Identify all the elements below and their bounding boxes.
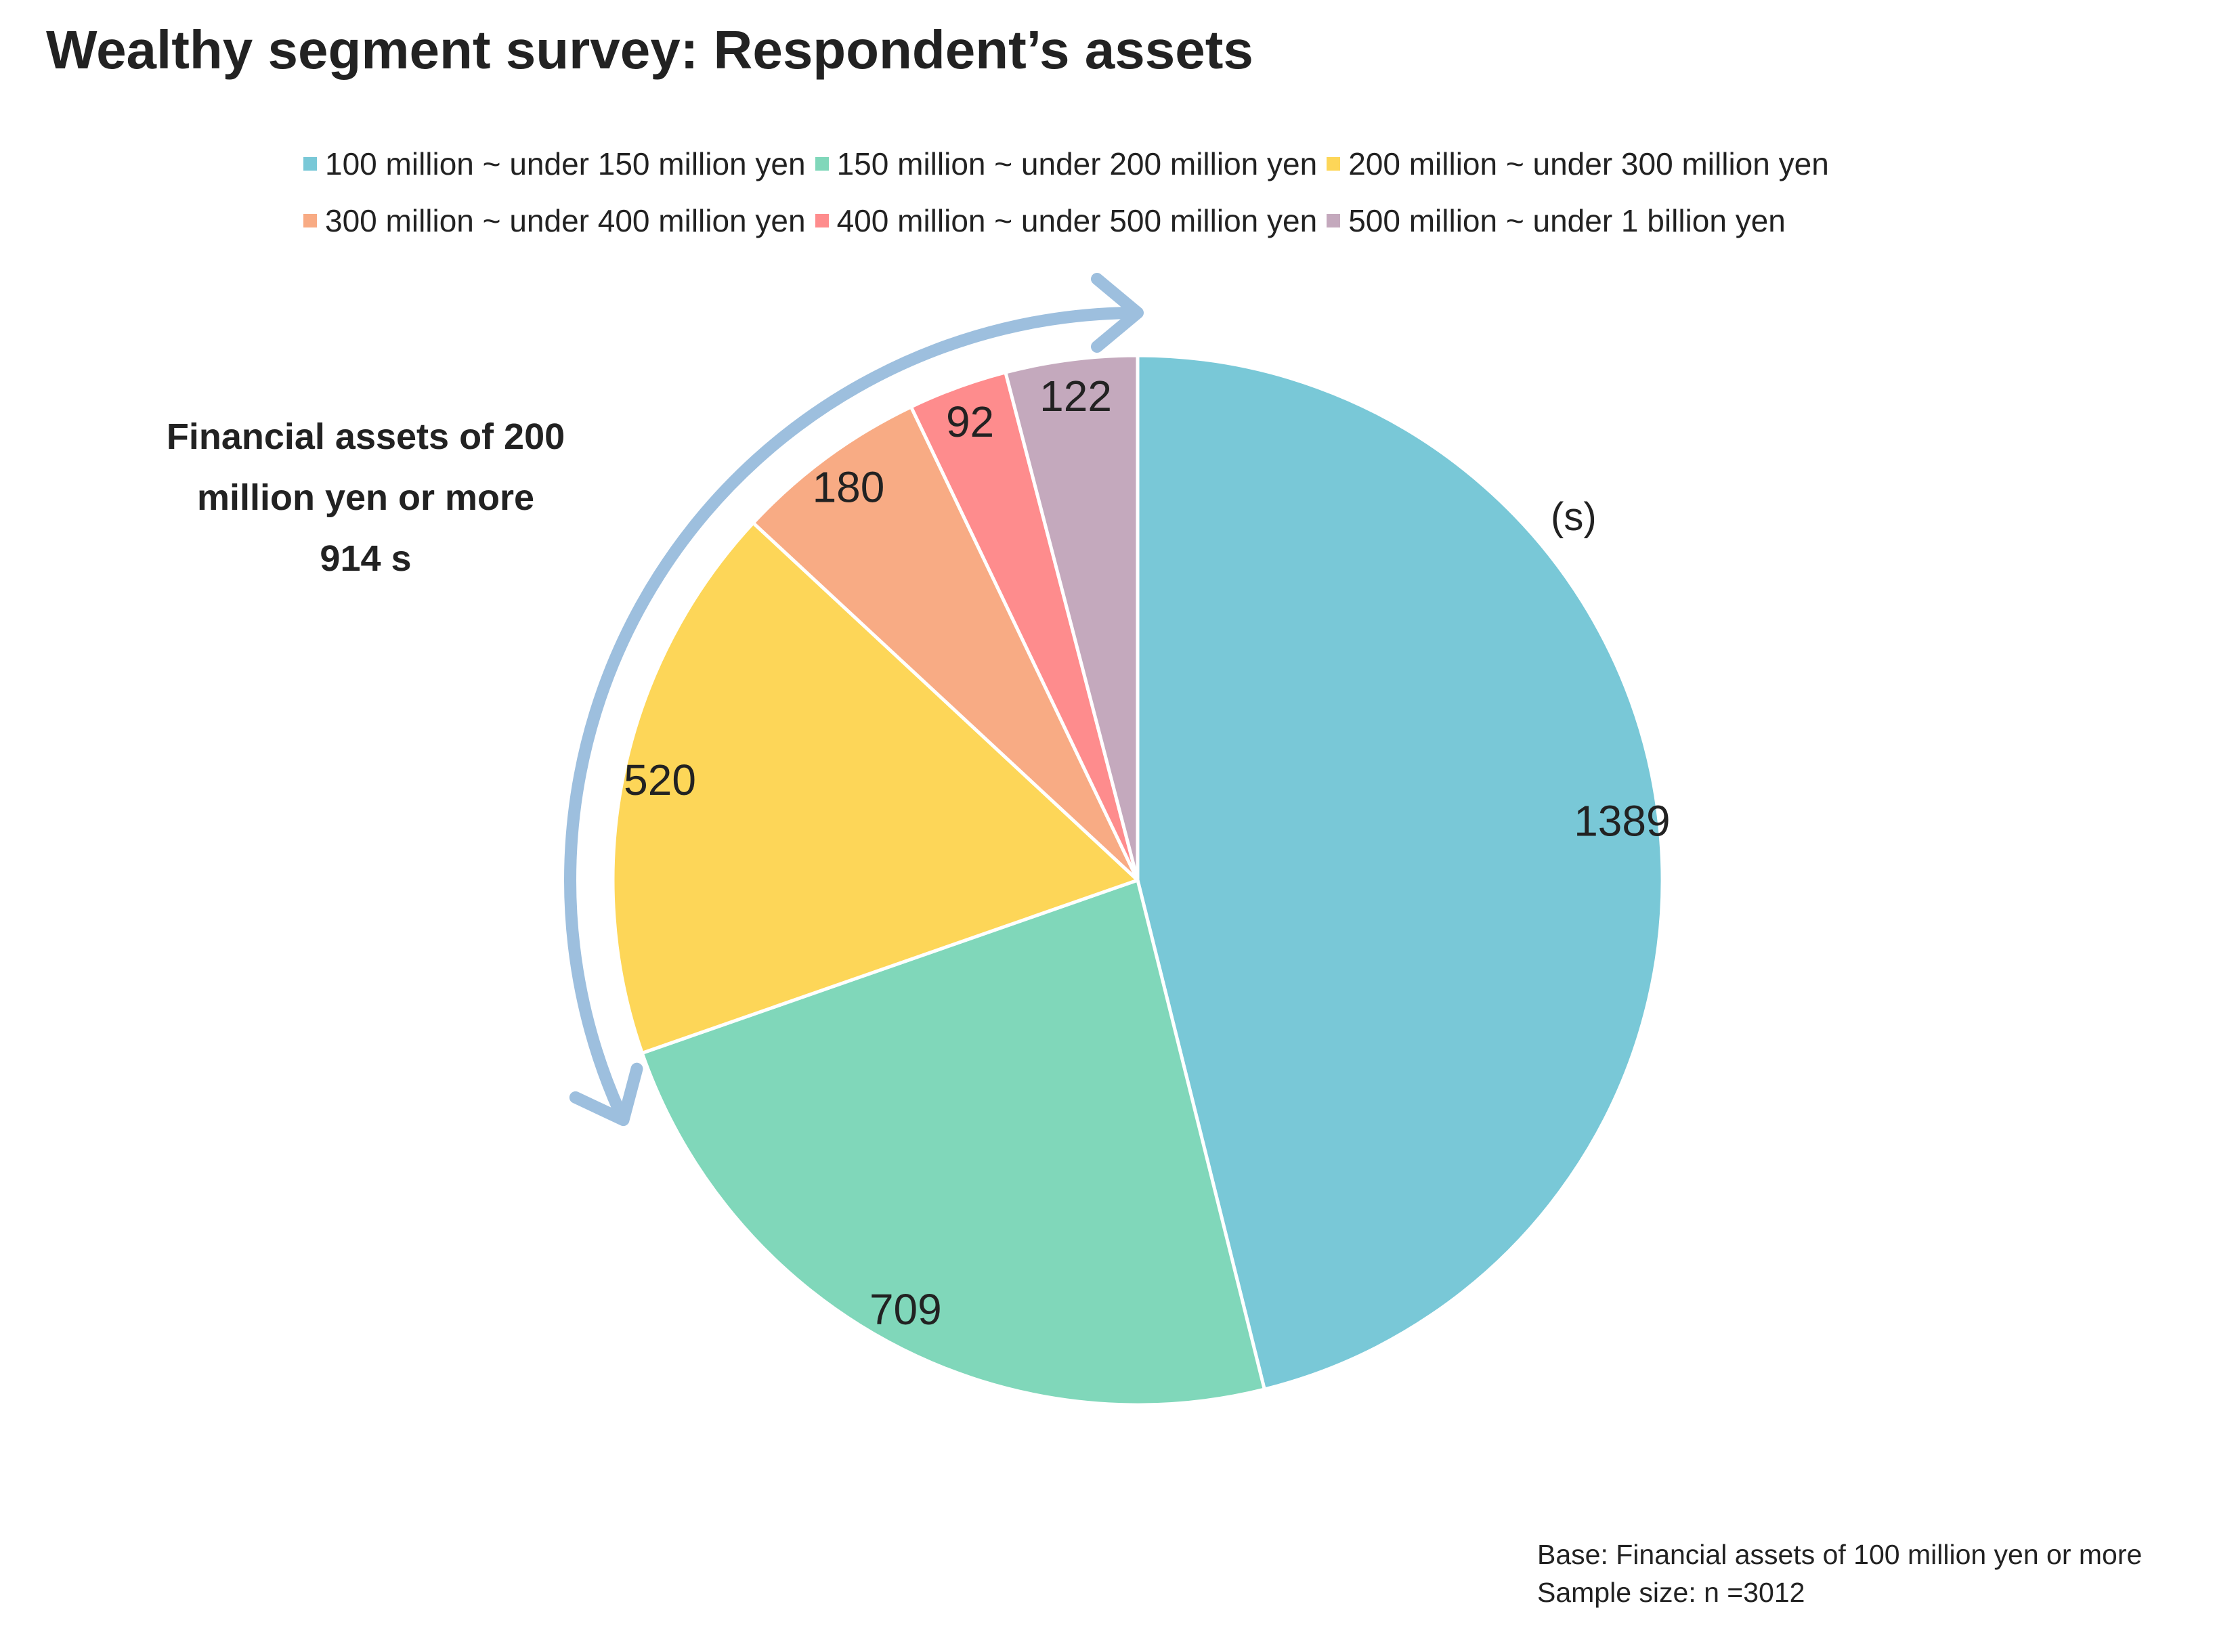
- legend-label: 300 million ~ under 400 million yen: [325, 203, 806, 238]
- slice-value-label: 92: [946, 397, 994, 446]
- legend: 100 million ~ under 150 million yen 150 …: [303, 135, 1839, 249]
- legend-label: 400 million ~ under 500 million yen: [836, 203, 1318, 238]
- legend-row: 300 million ~ under 400 million yen 400 …: [303, 192, 1839, 249]
- pie-slices: [611, 353, 1664, 1407]
- legend-item: 400 million ~ under 500 million yen: [815, 202, 1318, 239]
- legend-item: 150 million ~ under 200 million yen: [815, 146, 1318, 182]
- legend-label: 200 million ~ under 300 million yen: [1348, 146, 1829, 181]
- annotation-arc: [564, 307, 1134, 1117]
- annotation: Financial assets of 200 million yen or m…: [95, 406, 637, 589]
- legend-item: 500 million ~ under 1 billion yen: [1327, 202, 1786, 239]
- slice-value-label: 520: [624, 756, 696, 804]
- legend-swatch: [303, 214, 317, 227]
- legend-swatch: [815, 157, 829, 171]
- legend-swatch: [815, 214, 829, 227]
- legend-row: 100 million ~ under 150 million yen 150 …: [303, 135, 1839, 192]
- arrow-head-bottom: [569, 1062, 643, 1127]
- footnote-base: Base: Financial assets of 100 million ye…: [1537, 1539, 2143, 1570]
- legend-swatch: [303, 157, 317, 171]
- arrow-head-top: [1091, 273, 1144, 353]
- pie-slice: [640, 878, 1266, 1407]
- slice-value-label: 180: [813, 462, 885, 511]
- footnote: Base: Financial assets of 100 million ye…: [1537, 1536, 2142, 1611]
- pie-slice: [751, 405, 1140, 882]
- pie-slice: [1136, 353, 1664, 1391]
- legend-swatch: [1327, 214, 1341, 227]
- legend-label: 500 million ~ under 1 billion yen: [1348, 203, 1786, 238]
- pie-slice: [611, 521, 1140, 1055]
- chart-title: Wealthy segment survey: Respondent’s ass…: [46, 20, 1253, 80]
- slice-value-label: 1389: [1574, 796, 1670, 845]
- slice-labels: 1389 709 520 180 92 122: [624, 372, 1670, 1334]
- legend-swatch: [1327, 157, 1341, 171]
- annotation-line: Financial assets of 200: [166, 416, 565, 457]
- unit-label: (s): [1551, 495, 1597, 539]
- footnote-sample: Sample size: n =3012: [1537, 1577, 1805, 1608]
- legend-label: 100 million ~ under 150 million yen: [325, 146, 806, 181]
- legend-item: 100 million ~ under 150 million yen: [303, 146, 806, 182]
- annotation-line: million yen or more: [196, 477, 535, 518]
- annotation-arrow: [564, 273, 1144, 1127]
- annotation-line: 914 s: [320, 538, 412, 579]
- legend-label: 150 million ~ under 200 million yen: [836, 146, 1318, 181]
- pie-slice: [1004, 353, 1140, 882]
- legend-item: 300 million ~ under 400 million yen: [303, 202, 806, 239]
- slice-value-label: 709: [869, 1285, 942, 1334]
- legend-item: 200 million ~ under 300 million yen: [1327, 146, 1829, 182]
- slice-value-label: 122: [1039, 372, 1112, 420]
